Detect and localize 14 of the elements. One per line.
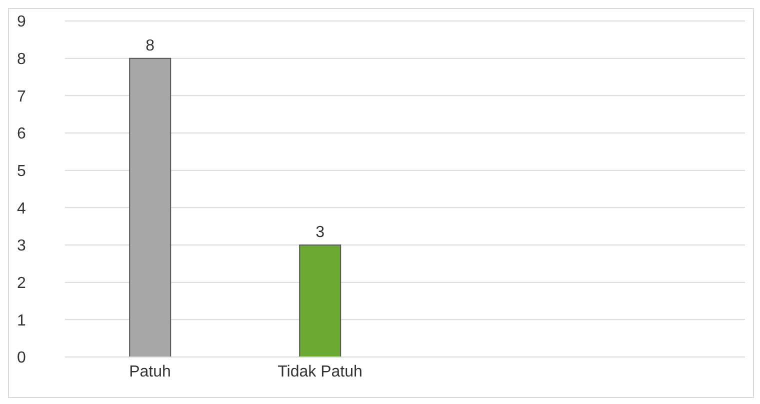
data-label: 3 [316,224,325,241]
y-tick-label: 6 [17,126,26,143]
x-tick-label: Tidak Patuh [278,363,362,380]
y-tick-label: 9 [17,14,26,31]
y-tick-label: 5 [17,163,26,180]
y-tick-label: 3 [17,238,26,255]
x-tick-label: Patuh [129,363,171,380]
y-tick-label: 4 [17,200,26,218]
y-tick-label: 1 [17,312,26,330]
data-label: 8 [146,37,155,54]
y-tick-label: 2 [17,275,26,292]
y-tick-label: 7 [17,88,26,106]
y-tick-label: 0 [17,350,26,367]
y-tick-label: 8 [17,51,26,68]
